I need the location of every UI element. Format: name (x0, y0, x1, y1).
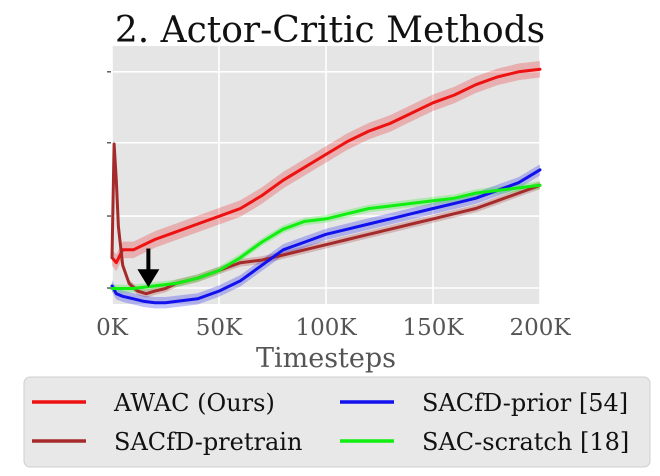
series-line-awac-ours (110, 67, 542, 265)
legend-label-sac-scratch-18: SAC-scratch [18] (422, 428, 629, 456)
legend: AWAC (Ours) SACfD-pretrain SACfD-prior [54… (32, 389, 629, 456)
legend-label-sacfd-pretrain: SACfD-pretrain (114, 428, 302, 456)
annotation (137, 248, 160, 288)
chart-title: 2. Actor-Critic Methods (115, 10, 545, 51)
series-lines (110, 67, 542, 305)
band-sac-scratch-18 (112, 181, 540, 293)
band-awac-ours (112, 61, 540, 271)
arrow-down-icon (137, 269, 160, 288)
x-tick-label: 50K (196, 315, 243, 341)
x-tick-label: 0K (96, 315, 129, 341)
confidence-bands (112, 61, 540, 309)
x-tick-label: 150K (402, 315, 464, 341)
y-ticks (107, 71, 111, 289)
x-axis-label: Timesteps (256, 343, 396, 374)
legend-box (23, 376, 651, 468)
grid (111, 46, 541, 304)
series-line-sacfd-prior-54 (110, 168, 542, 305)
legend-label-awac-ours: AWAC (Ours) (113, 389, 275, 417)
series-line-sacfd-pretrain (110, 142, 542, 296)
x-tick-label: 200K (509, 315, 571, 341)
x-tick-label: 100K (295, 315, 357, 341)
x-ticks: 0K 50K 100K 150K 200K (96, 315, 571, 341)
legend-label-sacfd-prior-54: SACfD-prior [54] (422, 389, 628, 417)
band-sacfd-prior-54 (112, 164, 540, 309)
series-line-sac-scratch-18 (110, 183, 542, 290)
